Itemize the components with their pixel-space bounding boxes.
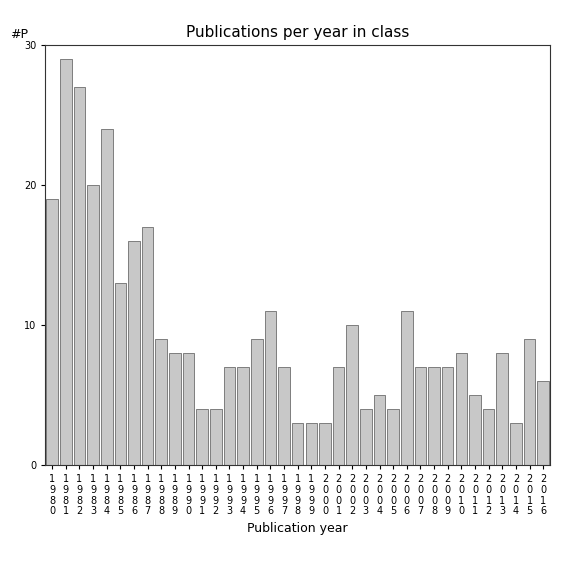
Bar xyxy=(374,395,386,465)
Bar xyxy=(196,409,208,465)
Bar xyxy=(278,367,290,465)
Bar xyxy=(265,311,276,465)
Bar xyxy=(401,311,413,465)
Bar xyxy=(333,367,344,465)
Bar xyxy=(87,185,99,465)
Bar xyxy=(538,381,549,465)
Bar xyxy=(101,129,112,465)
Bar xyxy=(497,353,508,465)
Bar xyxy=(183,353,194,465)
Bar xyxy=(387,409,399,465)
Bar xyxy=(155,339,167,465)
Bar xyxy=(524,339,535,465)
Bar xyxy=(414,367,426,465)
Bar xyxy=(306,423,317,465)
Bar xyxy=(428,367,440,465)
Bar xyxy=(510,423,522,465)
Bar xyxy=(483,409,494,465)
Bar xyxy=(319,423,331,465)
Bar xyxy=(224,367,235,465)
Bar xyxy=(74,87,85,465)
Bar xyxy=(442,367,454,465)
Text: #P: #P xyxy=(10,28,28,41)
Bar xyxy=(455,353,467,465)
Bar xyxy=(46,199,58,465)
Bar xyxy=(469,395,481,465)
Bar xyxy=(169,353,181,465)
Bar xyxy=(251,339,263,465)
Bar xyxy=(292,423,303,465)
Bar xyxy=(238,367,249,465)
Bar xyxy=(60,60,71,465)
Title: Publications per year in class: Publications per year in class xyxy=(186,25,409,40)
Bar xyxy=(360,409,371,465)
Bar xyxy=(346,325,358,465)
Bar xyxy=(128,241,140,465)
X-axis label: Publication year: Publication year xyxy=(247,522,348,535)
Bar xyxy=(115,283,126,465)
Bar xyxy=(142,227,154,465)
Bar xyxy=(210,409,222,465)
